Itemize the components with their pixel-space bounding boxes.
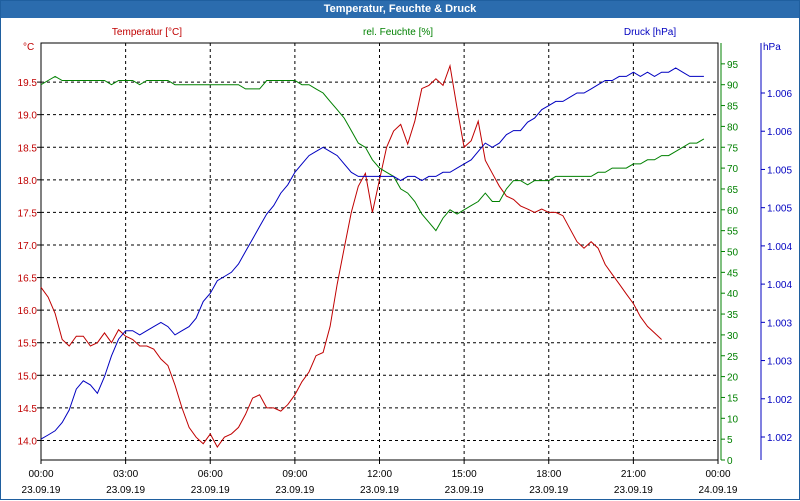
humidity-tick-label: 50 xyxy=(727,248,739,259)
pressure-tick-label: 1.003 xyxy=(767,357,792,368)
pressure-tick-label: 1.005 xyxy=(767,204,792,215)
humidity-tick-label: 45 xyxy=(727,268,739,279)
pressure-tick-label: 1.006 xyxy=(767,127,792,138)
temperature-unit-label: °C xyxy=(23,42,34,53)
time-tick-label: 06:00 xyxy=(198,469,223,480)
humidity-tick-label: 35 xyxy=(727,310,739,321)
humidity-axis: 0 5 10 15 20 25 30 35 40 45 50 55 60 65 70 75 80 85 90 95 xyxy=(721,60,739,467)
humidity-tick-label: 80 xyxy=(727,122,739,133)
time-tick-label: 09:00 xyxy=(282,469,307,480)
pressure-unit-label: hPa xyxy=(763,42,781,53)
humidity-tick-label: 20 xyxy=(727,373,739,384)
humidity-tick-label: 75 xyxy=(727,143,739,154)
humidity-tick-label: 70 xyxy=(727,164,739,175)
date-tick-label: 23.09.19 xyxy=(529,485,568,496)
temperature-tick-label: 18.0 xyxy=(18,176,38,187)
plot-area xyxy=(40,42,719,461)
temperature-line xyxy=(40,63,662,448)
pressure-tick-label: 1.004 xyxy=(767,242,792,253)
humidity-tick-label: 55 xyxy=(727,227,739,238)
temperature-tick-label: 19.5 xyxy=(18,78,38,89)
temperature-tick-label: 18.5 xyxy=(18,143,38,154)
time-tick-label: 00:00 xyxy=(705,469,730,480)
pressure-tick-label: 1.005 xyxy=(767,165,792,176)
temperature-tick-label: 19.0 xyxy=(18,111,38,122)
temperature-tick-label: 17.5 xyxy=(18,208,38,219)
date-tick-label: 23.09.19 xyxy=(275,485,314,496)
pressure-tick-label: 1.002 xyxy=(767,433,792,444)
humidity-tick-label: 65 xyxy=(727,185,739,196)
pressure-tick-label: 1.003 xyxy=(767,318,792,329)
date-tick-label: 23.09.19 xyxy=(445,485,484,496)
date-tick-label: 23.09.19 xyxy=(22,485,61,496)
temperature-axis: 14.0 14.5 15.0 15.5 16.0 16.5 17.0 17.5 18.0 18.5… xyxy=(18,78,41,447)
temperature-tick-label: 14.5 xyxy=(18,404,38,415)
humidity-tick-label: 15 xyxy=(727,393,739,404)
date-tick-label: 23.09.19 xyxy=(614,485,653,496)
humidity-tick-label: 40 xyxy=(727,289,739,300)
chart-svg: °C Temperatur [°C] rel. Feuchte [%] Druc… xyxy=(18,27,793,496)
temperature-tick-label: 15.5 xyxy=(18,339,38,350)
date-tick-label: 24.09.19 xyxy=(699,485,738,496)
time-tick-label: 15:00 xyxy=(452,469,477,480)
pressure-tick-label: 1.002 xyxy=(767,395,792,406)
time-tick-label: 12:00 xyxy=(367,469,392,480)
pressure-tick-label: 1.004 xyxy=(767,280,792,291)
humidity-tick-label: 85 xyxy=(727,102,739,113)
time-tick-label: 18:00 xyxy=(536,469,561,480)
humidity-tick-label: 5 xyxy=(727,435,733,446)
pressure-line xyxy=(40,67,704,440)
humidity-line xyxy=(40,75,705,232)
humidity-tick-label: 60 xyxy=(727,206,739,217)
date-tick-label: 23.09.19 xyxy=(191,485,230,496)
humidity-tick-label: 10 xyxy=(727,414,739,425)
temperature-tick-label: 16.0 xyxy=(18,306,38,317)
pressure-axis-title: Druck [hPa] xyxy=(624,27,676,38)
temperature-axis-title: Temperatur [°C] xyxy=(112,27,182,38)
humidity-tick-label: 25 xyxy=(727,352,739,363)
time-tick-label: 21:00 xyxy=(621,469,646,480)
temperature-tick-label: 15.0 xyxy=(18,371,38,382)
humidity-axis-title: rel. Feuchte [%] xyxy=(363,27,433,38)
series-lines xyxy=(40,63,705,448)
humidity-tick-label: 90 xyxy=(727,81,739,92)
window-title: Temperatur, Feuchte & Druck xyxy=(1,1,799,18)
temperature-tick-label: 17.0 xyxy=(18,241,38,252)
time-tick-label: 03:00 xyxy=(113,469,138,480)
date-tick-label: 23.09.19 xyxy=(360,485,399,496)
humidity-tick-label: 95 xyxy=(727,60,739,71)
date-tick-label: 23.09.19 xyxy=(106,485,145,496)
pressure-axis: 1.002 1.002 1.003 1.003 1.004 1.004 1.005 1.005… xyxy=(761,89,792,444)
time-axis: 00:00 23.09.19 03:00 23.09.19 06:00 23.09.19 0… xyxy=(22,460,738,496)
pressure-tick-label: 1.006 xyxy=(767,89,792,100)
temperature-tick-label: 14.0 xyxy=(18,436,38,447)
humidity-tick-label: 30 xyxy=(727,331,739,342)
time-tick-label: 00:00 xyxy=(28,469,53,480)
temperature-tick-label: 16.5 xyxy=(18,274,38,285)
humidity-tick-label: 0 xyxy=(727,456,733,467)
